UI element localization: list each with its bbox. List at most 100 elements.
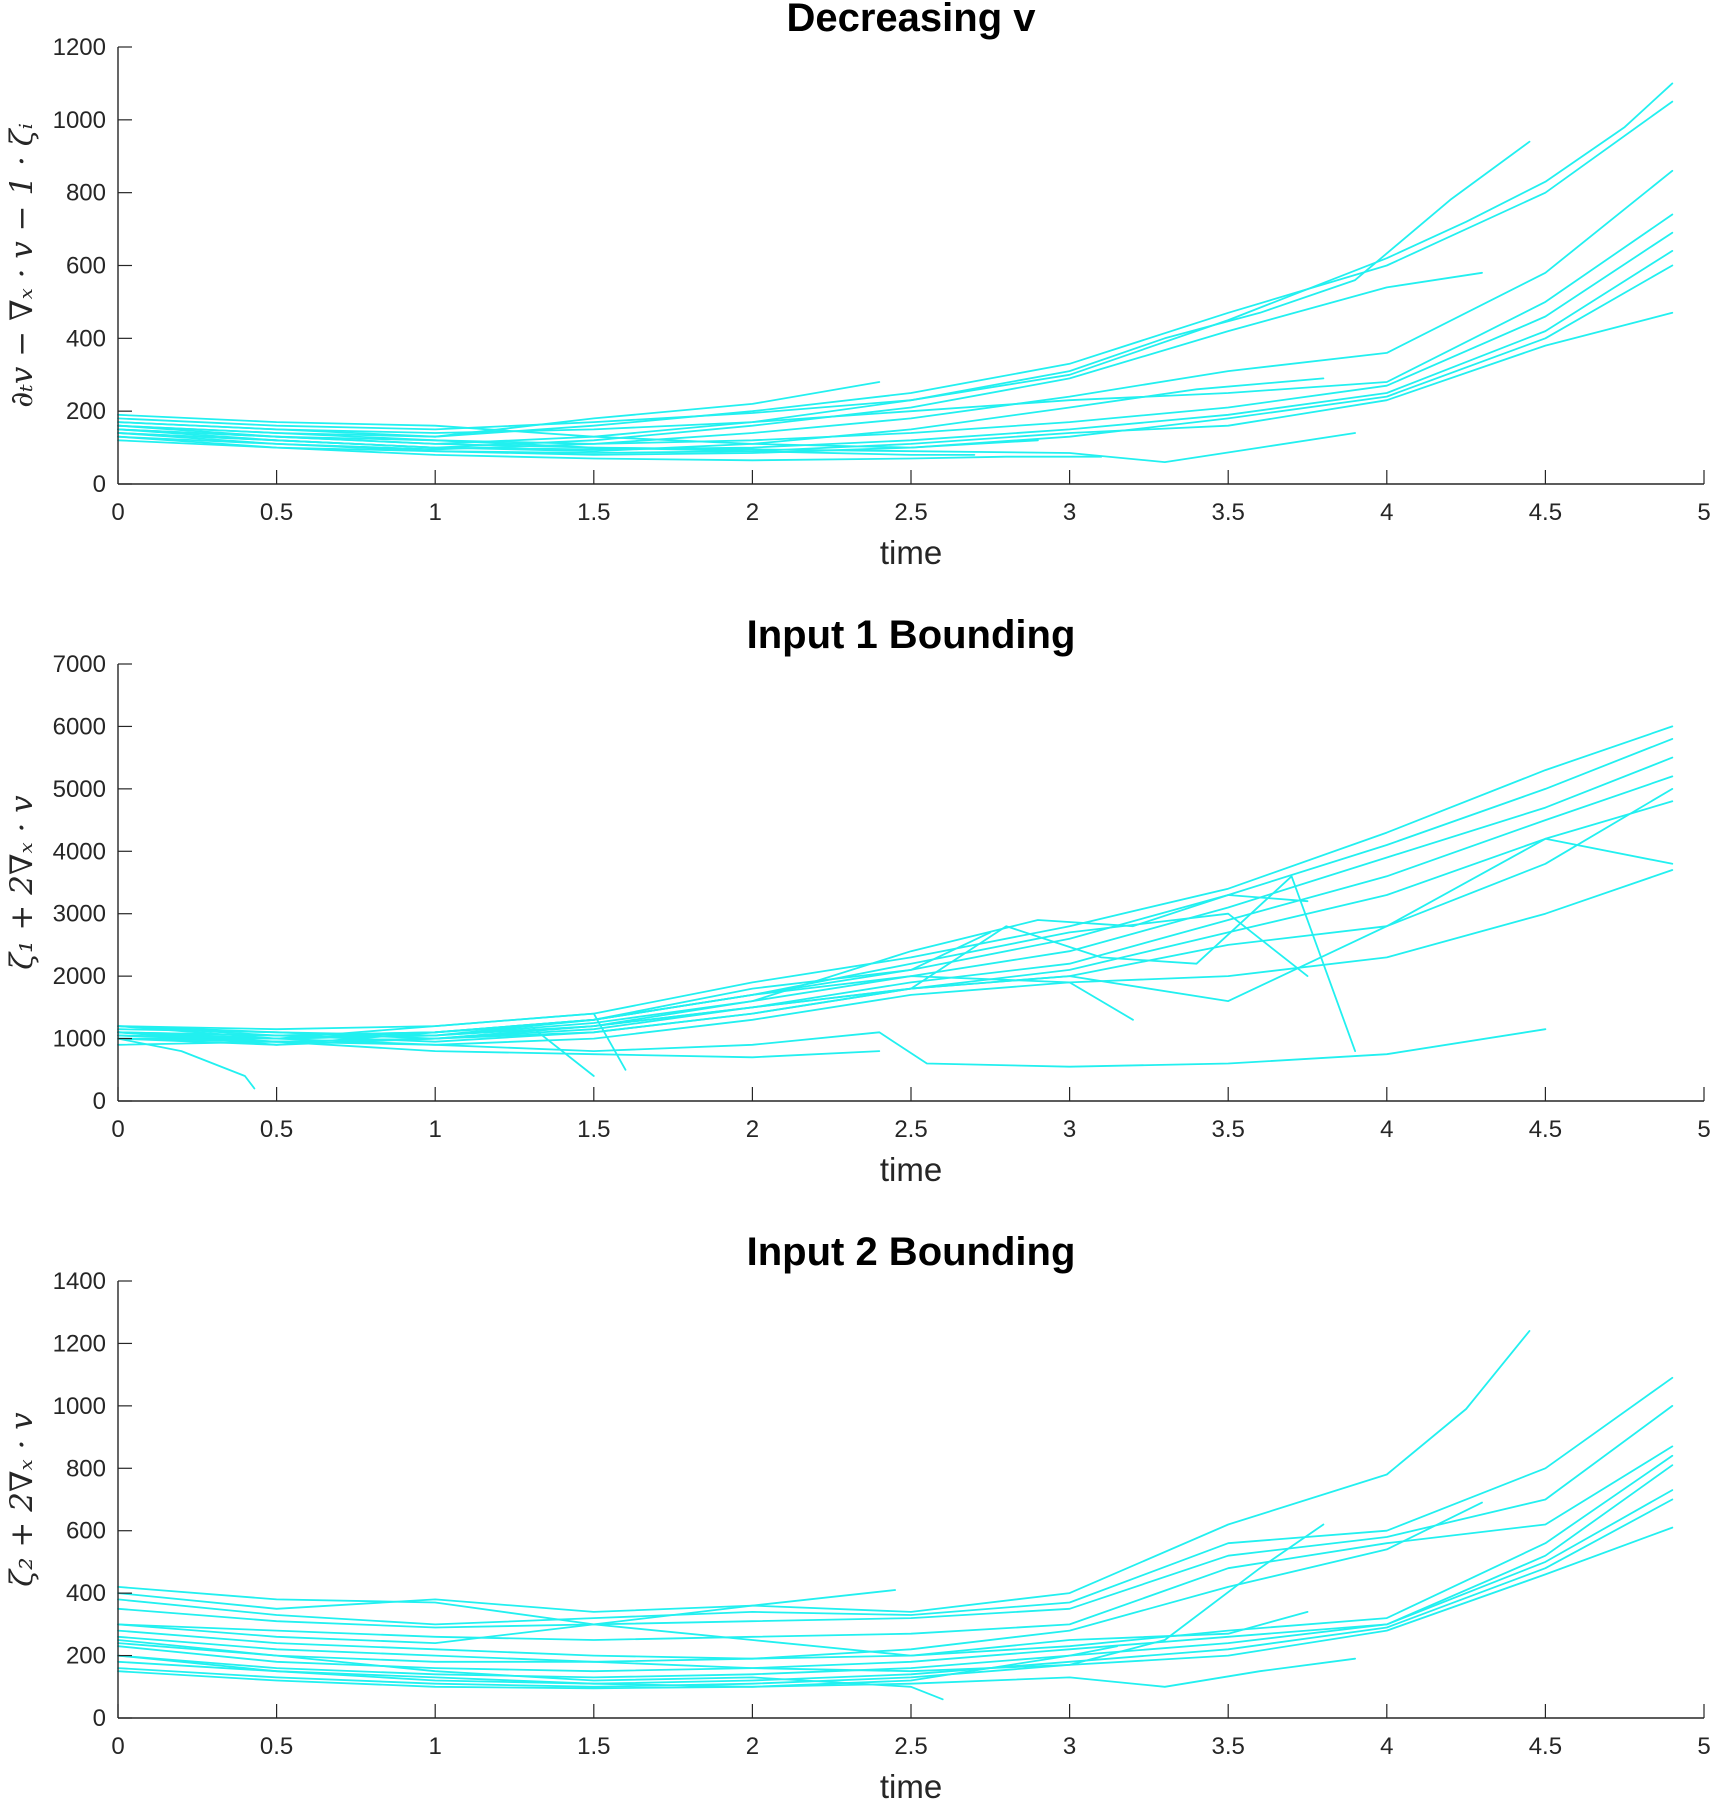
panel-input-2-bounding: Input 2 Bounding 0 0.5 1 1.5 2 2.5 3 3.5 4 4.5 5 0 20… [4, 1230, 1710, 1802]
y-tick-label-4000: 4000 [53, 838, 106, 865]
x-tick-label-3-5: 3.5 [1212, 1733, 1245, 1760]
series-line-4 [117, 1445, 1674, 1641]
x-tick-label-2-5: 2.5 [894, 1733, 927, 1760]
x-tick-label-0: 0 [111, 499, 124, 526]
y-axis-label: ζ₂ + 2∇ₓ · v [4, 1412, 40, 1587]
x-tick-label-2: 2 [746, 1733, 759, 1760]
series-group [117, 82, 1674, 464]
series-line-16 [117, 377, 1325, 453]
y-tick-label-400: 400 [66, 325, 106, 352]
series-line-9 [117, 1526, 1674, 1688]
y-tick-label-3000: 3000 [53, 901, 106, 928]
y-tick-label-1000: 1000 [53, 1393, 106, 1420]
series-line-9 [117, 912, 1309, 1040]
series-line-3 [117, 140, 1531, 445]
series-line-7 [117, 1489, 1674, 1679]
y-tick-label-200: 200 [66, 398, 106, 425]
y-axis-label: ζ₁ + 2∇ₓ · v [4, 795, 40, 970]
x-tick-label-1: 1 [429, 499, 442, 526]
series-line-11 [117, 428, 1356, 464]
x-tick-label-0-5: 0.5 [260, 1733, 293, 1760]
series-line-12 [117, 1523, 1325, 1673]
x-tick-label-2: 2 [746, 1116, 759, 1143]
series-line-7 [117, 869, 1674, 1046]
x-tick-label-4: 4 [1380, 499, 1393, 526]
x-tick-label-1-5: 1.5 [577, 1116, 610, 1143]
series-line-3 [117, 1405, 1674, 1629]
y-tick-label-1000: 1000 [53, 107, 106, 134]
series-line-1 [117, 1330, 1531, 1613]
series-line-2 [117, 1376, 1674, 1626]
x-tick-label-0: 0 [111, 1116, 124, 1143]
x-tick-label-3-5: 3.5 [1212, 1116, 1245, 1143]
y-tick-label-0: 0 [93, 1705, 106, 1732]
y-tick-label-6000: 6000 [53, 713, 106, 740]
x-tick-label-0-5: 0.5 [260, 499, 293, 526]
chart-title: Input 2 Bounding [747, 1230, 1076, 1274]
x-tick-label-4: 4 [1380, 1116, 1393, 1143]
series-line-12 [117, 435, 1103, 462]
y-tick-label-1200: 1200 [53, 34, 106, 61]
x-axis-label: time [880, 1151, 942, 1188]
series-line-18 [117, 1012, 627, 1071]
series-line-8 [117, 1498, 1674, 1685]
series-line-8 [117, 837, 1674, 1046]
y-tick-label-600: 600 [66, 253, 106, 280]
y-tick-label-0: 0 [93, 1088, 106, 1115]
panel-decreasing-v: Decreasing v 0 0.5 1 1.5 2 2.5 3 3.5 4 4.5 5 0 200 400… [4, 0, 1710, 571]
x-tick-label-0: 0 [111, 1733, 124, 1760]
y-tick-label-200: 200 [66, 1643, 106, 1670]
x-tick-label-4-5: 4.5 [1529, 1733, 1562, 1760]
series-line-14 [117, 1642, 944, 1701]
y-axis-label: ∂ₜv − ∇ₓ · v − 1 · ζᵢ [4, 123, 40, 408]
y-tick-label-1200: 1200 [53, 1330, 106, 1357]
y-tick-label-7000: 7000 [53, 651, 106, 678]
series-line-4 [117, 775, 1674, 1040]
series-line-5 [117, 169, 1674, 451]
panel-input-1-bounding: Input 1 Bounding 0 0.5 1 1.5 2 2.5 3 3.5 4 4.5 5 0 10… [4, 613, 1710, 1188]
y-tick-label-400: 400 [66, 1580, 106, 1607]
series-line-2 [117, 100, 1674, 438]
series-line-13 [117, 424, 976, 456]
series-line-13 [117, 1589, 896, 1644]
x-tick-label-0-5: 0.5 [260, 1116, 293, 1143]
x-axis-label: time [880, 1768, 942, 1802]
x-tick-label-2: 2 [746, 499, 759, 526]
x-tick-label-4-5: 4.5 [1529, 1116, 1562, 1143]
series-line-1 [117, 725, 1674, 1031]
series-line-11 [117, 875, 1356, 1052]
y-tick-label-1400: 1400 [53, 1268, 106, 1295]
x-tick-label-3: 3 [1063, 499, 1076, 526]
series-line-10 [117, 1657, 1356, 1690]
series-line-13 [117, 931, 992, 1037]
series-line-5 [117, 1454, 1674, 1663]
series-line-10 [117, 311, 1674, 454]
series-line-14 [117, 1028, 1547, 1068]
x-tick-label-1-5: 1.5 [577, 1733, 610, 1760]
x-tick-label-2-5: 2.5 [894, 499, 927, 526]
chart-title: Decreasing v [786, 0, 1036, 40]
x-tick-label-5: 5 [1697, 499, 1710, 526]
series-line-5 [117, 800, 1674, 1043]
series-line-14 [117, 381, 881, 438]
series-line-16 [117, 1501, 1483, 1660]
chart-title: Input 1 Bounding [747, 613, 1076, 657]
x-tick-label-5: 5 [1697, 1733, 1710, 1760]
series-line-6 [117, 213, 1674, 434]
y-tick-label-1000: 1000 [53, 1026, 106, 1053]
series-group [117, 1330, 1674, 1701]
y-tick-label-600: 600 [66, 1518, 106, 1545]
x-tick-label-1: 1 [429, 1733, 442, 1760]
y-tick-label-5000: 5000 [53, 776, 106, 803]
x-tick-label-2-5: 2.5 [894, 1116, 927, 1143]
series-line-15 [117, 1645, 1119, 1688]
x-tick-label-5: 5 [1697, 1116, 1710, 1143]
series-line-12 [117, 975, 1134, 1040]
series-group [117, 725, 1674, 1090]
x-axis-label: time [880, 534, 942, 571]
series-line-16 [117, 1037, 256, 1090]
series-line-15 [117, 413, 1039, 449]
series-line-9 [117, 264, 1674, 456]
series-line-17 [117, 1025, 595, 1077]
